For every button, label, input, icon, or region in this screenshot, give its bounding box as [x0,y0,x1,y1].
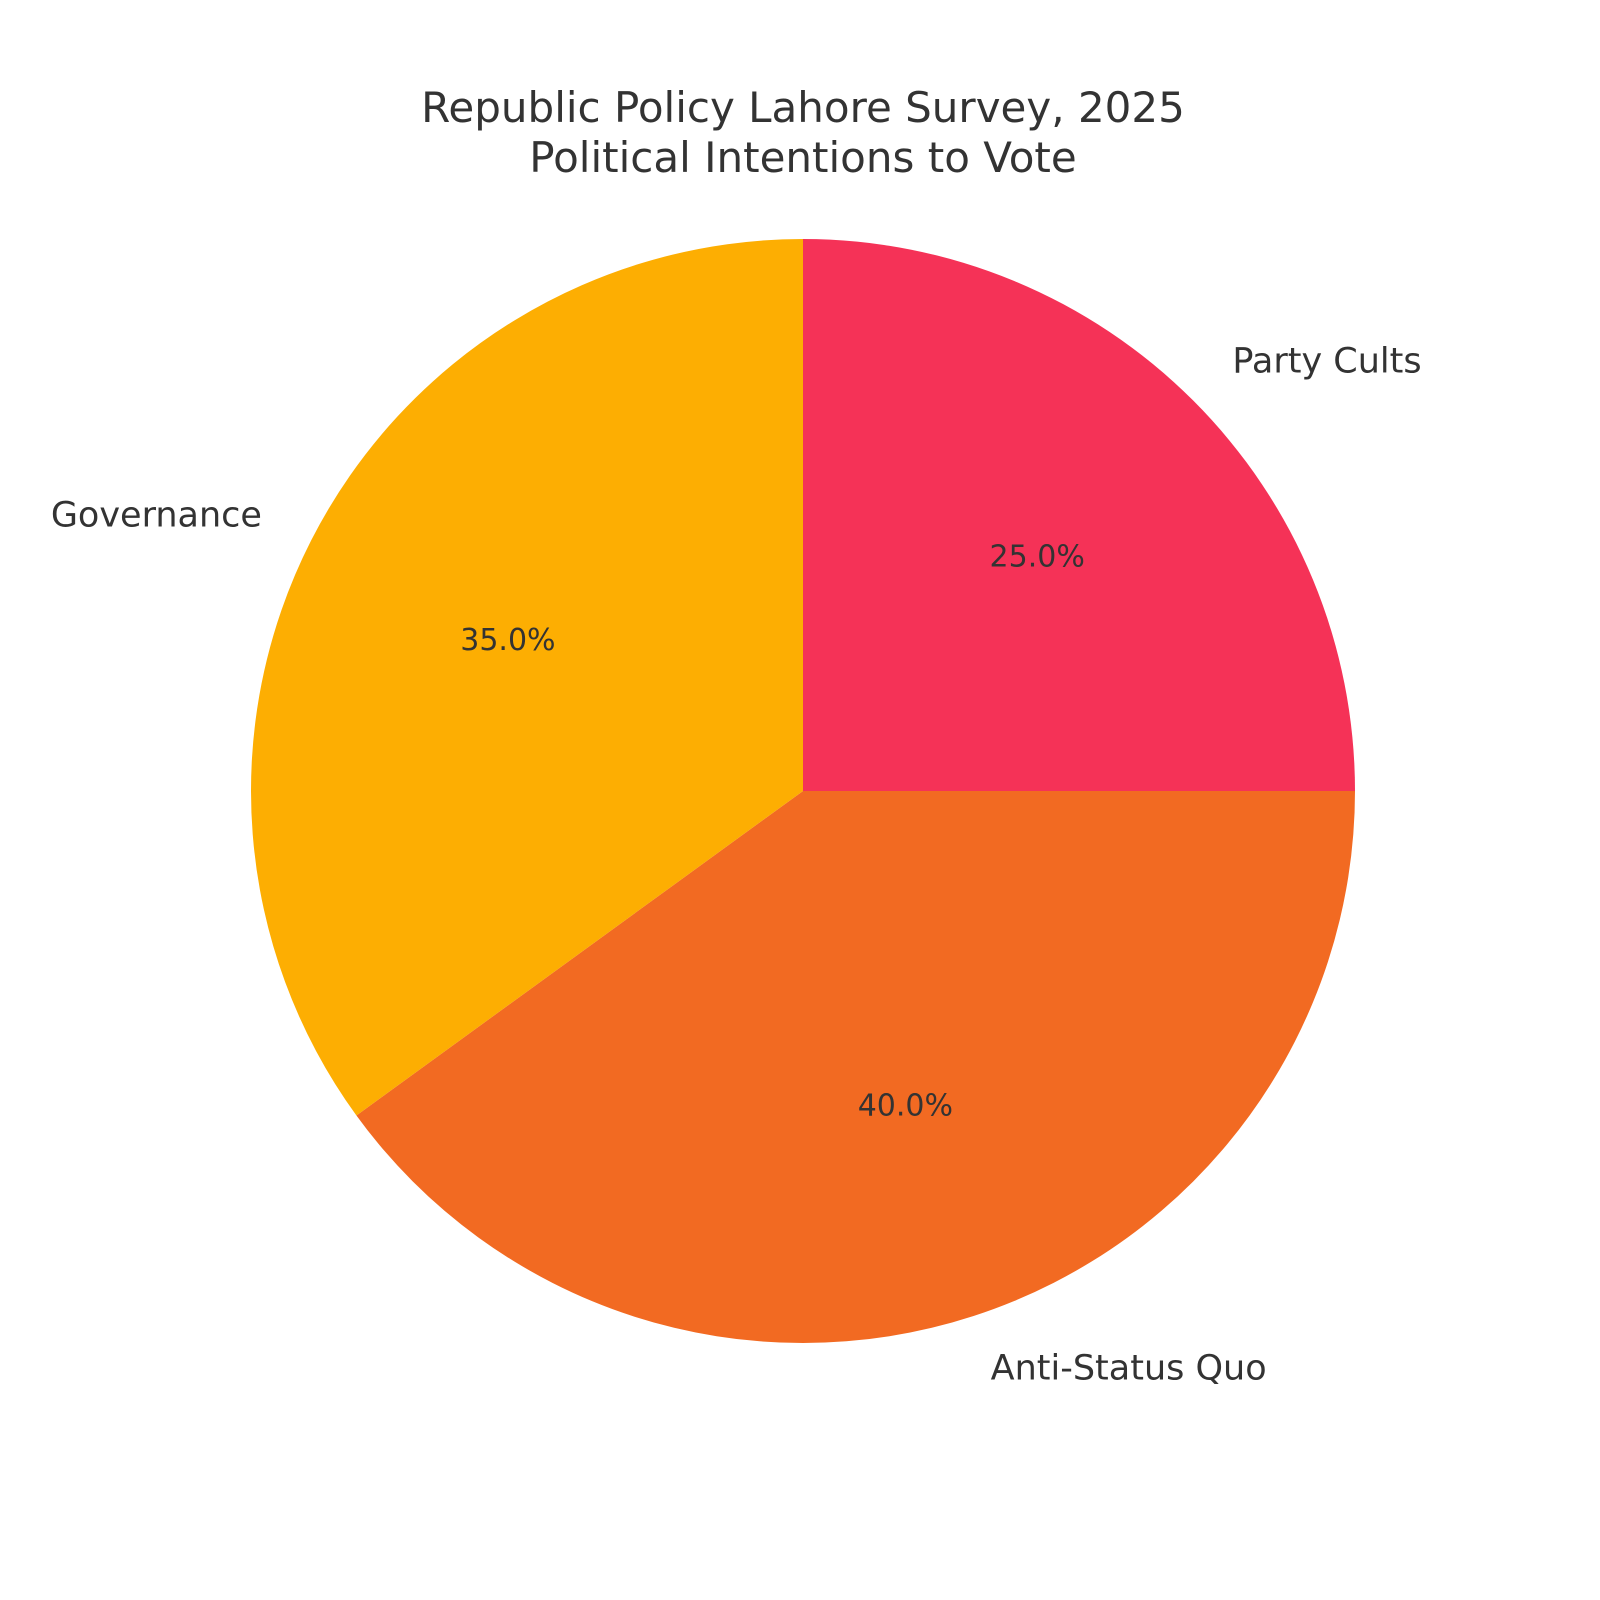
pie-labels: Party Cults 25.0% Anti-Status Quo 40.0% Gove… [51,342,1422,1389]
pie-slices [250,239,1355,1344]
slice-label-party-cults: Party Cults [1232,342,1421,382]
slice-label-governance: Governance [51,495,262,535]
pie-slice-anti-status-quo [356,791,1355,1344]
pie-slice-governance [250,239,804,1116]
slice-percent-party-cults: 25.0% [990,539,1085,574]
slice-label-anti-status-quo: Anti-Status Quo [991,1348,1267,1388]
pie-slice-party-cults [803,239,1355,791]
chart-title: Republic Policy Lahore Survey, 2025 [421,83,1185,132]
chart-subtitle: Political Intentions to Vote [529,133,1076,182]
slice-percent-anti-status-quo: 40.0% [858,1088,953,1123]
slice-percent-governance: 35.0% [460,623,555,658]
